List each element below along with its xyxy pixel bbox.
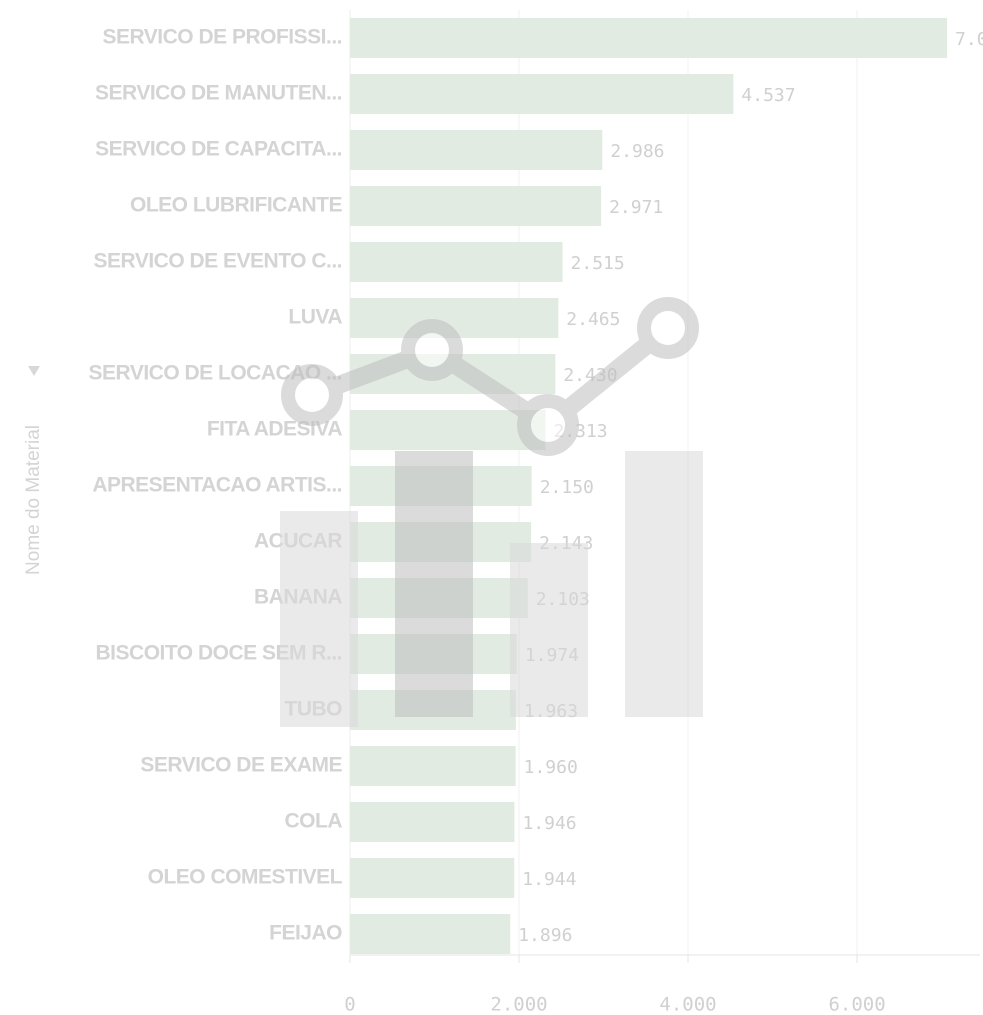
bar (350, 242, 563, 282)
y-tick-label: COLA (285, 810, 343, 833)
bar (350, 410, 546, 450)
y-tick-label: OLEO COMESTIVEL (148, 866, 343, 889)
x-tick-label: 0 (344, 994, 355, 1015)
value-label: 1.946 (522, 813, 576, 834)
loading-dot (517, 394, 579, 456)
y-tick-label: LUVA (288, 306, 342, 329)
loading-dot (281, 364, 343, 426)
bar (350, 186, 602, 226)
x-tick-label: 2.000 (490, 994, 547, 1015)
value-label: 1.960 (524, 757, 578, 778)
y-tick-label: SERVICO DE MANUTEN... (95, 82, 342, 105)
x-tick-label: 4.000 (659, 994, 716, 1015)
y-tick-label: SERVICO DE CAPACITA... (95, 138, 342, 161)
bar (350, 802, 515, 842)
value-label: 1.896 (518, 925, 572, 946)
loading-dot (401, 319, 463, 381)
y-tick-label: SERVICO DE PROFISSI... (102, 26, 342, 49)
bar (350, 74, 734, 114)
value-label: 2.986 (610, 141, 664, 162)
bar (350, 746, 516, 786)
bar (350, 914, 511, 954)
bar (350, 858, 515, 898)
axis-title: Nome do Material (23, 425, 44, 575)
y-tick-label: SERVICO DE LOCACAO ... (89, 362, 342, 385)
bar (350, 130, 603, 170)
loading-bar (280, 511, 358, 727)
sort-arrow (28, 366, 40, 376)
value-label: 2.150 (540, 477, 594, 498)
bars: SERVICO DE PROFISSI... 7.065 SERVICO DE MA… (89, 18, 983, 954)
value-label: 4.537 (741, 85, 795, 106)
loading-line (308, 321, 674, 437)
y-tick-label: FEIJAO (269, 922, 342, 945)
value-label: 2.515 (571, 253, 625, 274)
loading-bar (510, 543, 588, 717)
x-tick-label: 6.000 (828, 994, 885, 1015)
y-tick-label: SERVICO DE EVENTO C... (94, 250, 342, 273)
loading-dot (637, 297, 699, 359)
y-tick-label: OLEO LUBRIFICANTE (130, 194, 342, 217)
y-tick-label: APRESENTACAO ARTIS... (92, 474, 342, 497)
loading-bar (625, 451, 703, 717)
y-tick-label: SERVICO DE EXAME (140, 754, 342, 777)
loading-bar (395, 451, 473, 717)
bar (350, 18, 948, 58)
value-label: 1.944 (522, 869, 576, 890)
value-label: 2.971 (609, 197, 663, 218)
loading-icon (280, 297, 703, 727)
value-label: 7.065 (955, 29, 983, 50)
value-label: 2.465 (566, 309, 620, 330)
axis-title-group: Nome do Material (23, 425, 44, 575)
